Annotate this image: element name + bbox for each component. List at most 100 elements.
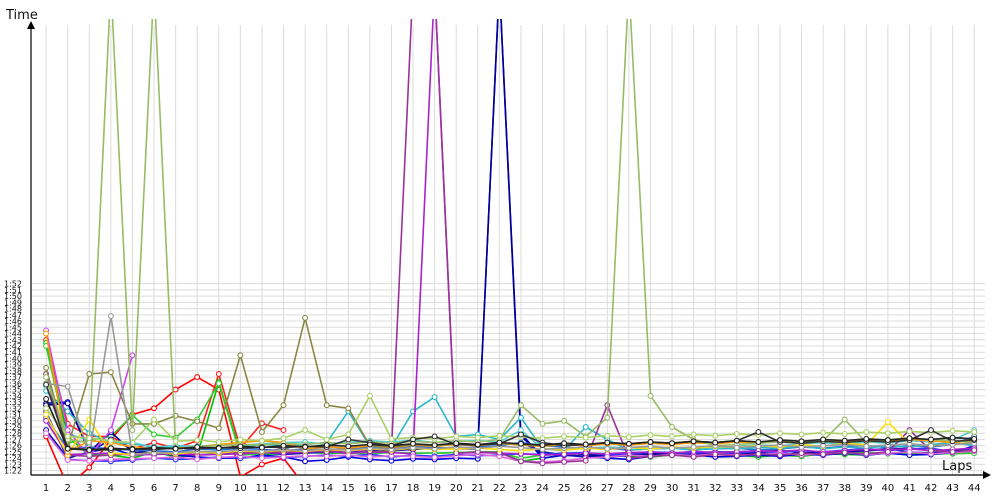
x-tick-label: 5 xyxy=(129,483,135,494)
data-point xyxy=(841,437,848,444)
x-tick-label: 9 xyxy=(216,483,222,494)
x-tick-label: 21 xyxy=(471,483,484,494)
data-point xyxy=(410,440,416,447)
x-tick-label: 4 xyxy=(108,483,114,494)
data-point xyxy=(431,454,438,461)
data-point xyxy=(86,447,93,454)
data-point xyxy=(647,439,654,445)
data-point xyxy=(64,457,71,463)
grid xyxy=(31,25,985,475)
data-point xyxy=(928,442,934,449)
data-point xyxy=(713,496,718,500)
series-1 xyxy=(43,374,869,500)
data-point xyxy=(194,437,201,444)
x-tick-label: 42 xyxy=(925,483,938,494)
data-point xyxy=(474,441,481,448)
y-tick-label: 1:51 xyxy=(4,286,22,295)
data-point xyxy=(712,451,719,458)
data-point xyxy=(971,447,978,454)
y-tick-label: 1:23 xyxy=(4,460,22,469)
data-point xyxy=(863,435,870,442)
data-point xyxy=(733,437,740,444)
y-tick-label: 1:49 xyxy=(4,298,22,307)
data-point xyxy=(561,417,568,424)
data-point xyxy=(518,431,524,438)
y-tick-label: 1:37 xyxy=(4,373,22,382)
data-point xyxy=(64,408,71,415)
data-point xyxy=(604,445,611,452)
data-point xyxy=(258,444,265,451)
data-point xyxy=(107,445,114,452)
y-tick-label: 1:34 xyxy=(4,392,22,401)
data-point xyxy=(777,430,783,437)
data-point xyxy=(107,313,114,320)
data-point xyxy=(258,461,265,468)
series-20 xyxy=(43,392,978,446)
data-point xyxy=(647,453,654,460)
data-point xyxy=(388,435,395,442)
y-tick-label: 1:46 xyxy=(4,317,22,326)
y-tick-label: 1:48 xyxy=(4,305,22,314)
data-point xyxy=(669,424,675,430)
data-point xyxy=(518,414,524,421)
data-point xyxy=(971,435,978,442)
x-tick-label: 32 xyxy=(709,483,722,494)
data-point xyxy=(43,381,50,388)
data-point xyxy=(778,496,783,500)
x-tick-label: 35 xyxy=(774,483,787,494)
data-point xyxy=(755,429,762,435)
data-point xyxy=(582,457,589,464)
x-tick-label: 3 xyxy=(86,483,92,494)
axes xyxy=(27,21,991,479)
data-point xyxy=(323,402,330,409)
data-point xyxy=(906,428,913,435)
data-point xyxy=(151,431,157,438)
data-point xyxy=(669,433,675,440)
data-point xyxy=(258,455,265,462)
data-point xyxy=(820,436,827,443)
y-axis-title: Time xyxy=(5,8,38,23)
data-point xyxy=(690,438,697,445)
data-point xyxy=(280,442,287,449)
data-point xyxy=(43,417,50,424)
data-point xyxy=(561,440,568,447)
data-point xyxy=(411,496,416,500)
data-point xyxy=(43,430,50,437)
data-point xyxy=(519,494,524,499)
y-tick-label: 1:22 xyxy=(4,467,22,476)
data-point xyxy=(366,441,373,448)
y-tick-label: 1:26 xyxy=(4,442,22,451)
data-point xyxy=(215,425,222,432)
data-point xyxy=(496,439,503,446)
x-tick-label: 23 xyxy=(515,483,528,494)
data-point xyxy=(949,448,956,455)
x-tick-label: 1 xyxy=(43,483,49,494)
y-tick-label: 1:33 xyxy=(4,398,22,407)
x-tick-label: 19 xyxy=(428,483,441,494)
data-point xyxy=(453,433,460,440)
data-point xyxy=(884,437,891,444)
x-tick-label: 17 xyxy=(385,483,398,494)
data-point xyxy=(755,450,762,457)
data-point xyxy=(368,496,373,500)
data-point xyxy=(971,429,978,435)
data-point xyxy=(151,444,157,451)
y-tick-label: 1:25 xyxy=(4,448,22,457)
data-point xyxy=(669,452,675,459)
x-tick-label: 6 xyxy=(151,483,157,494)
x-tick-label: 39 xyxy=(860,483,873,494)
x-tick-label: 29 xyxy=(644,483,657,494)
series-line xyxy=(45,333,975,453)
data-point xyxy=(821,496,826,500)
data-point xyxy=(864,494,869,499)
x-tick-label: 15 xyxy=(342,483,355,494)
data-point xyxy=(820,429,827,436)
data-point xyxy=(86,371,93,377)
x-tick-label: 16 xyxy=(363,483,376,494)
series-line xyxy=(45,315,975,456)
data-point xyxy=(172,386,179,393)
data-point xyxy=(540,494,545,499)
y-tick-label: 1:24 xyxy=(4,454,22,463)
data-point xyxy=(561,433,568,440)
data-point xyxy=(906,435,913,442)
